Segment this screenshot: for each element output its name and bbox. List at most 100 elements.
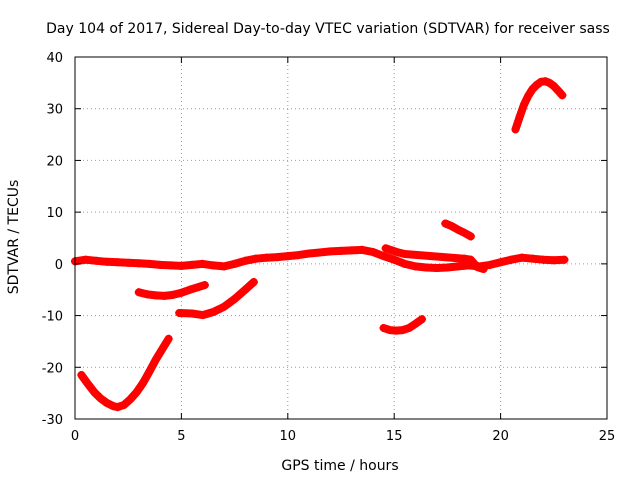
data-point xyxy=(126,395,135,404)
data-point xyxy=(417,315,426,324)
data-point xyxy=(554,86,563,95)
data-point xyxy=(145,367,154,376)
data-point xyxy=(390,255,399,264)
x-tick-label: 0 xyxy=(71,429,79,444)
data-point xyxy=(460,254,469,263)
data-point xyxy=(168,290,177,299)
data-point xyxy=(532,80,541,89)
data-point xyxy=(251,254,260,263)
data-point xyxy=(151,355,160,364)
data-point xyxy=(283,252,292,261)
data-point xyxy=(454,225,463,234)
data-point xyxy=(524,91,533,100)
data-point xyxy=(528,254,537,263)
data-point xyxy=(517,253,526,262)
data-point xyxy=(405,323,414,332)
data-point xyxy=(549,81,558,90)
data-marks xyxy=(71,77,569,412)
x-axis-label: GPS time / hours xyxy=(281,458,398,474)
series-arc-near-minus6 xyxy=(134,281,209,300)
data-point xyxy=(520,100,529,109)
data-point xyxy=(368,247,377,256)
data-point xyxy=(241,285,250,294)
data-point xyxy=(460,228,469,237)
data-point xyxy=(113,258,122,267)
x-tick-label: 10 xyxy=(280,429,297,444)
data-point xyxy=(219,262,228,271)
y-axis-label: SDTVAR / TECUs xyxy=(6,180,22,295)
data-point xyxy=(454,262,463,271)
x-tick-label: 25 xyxy=(599,429,616,444)
data-point xyxy=(198,259,207,268)
data-point xyxy=(81,255,90,264)
data-point xyxy=(102,257,111,266)
data-point xyxy=(132,388,141,397)
data-point xyxy=(134,259,143,268)
data-point xyxy=(549,256,558,265)
axis-ticks: 0 5 10 15 20 25 -30 -20 -10 0 10 20 30 40 xyxy=(42,51,616,444)
data-point xyxy=(400,259,409,268)
data-point xyxy=(422,263,431,272)
data-point xyxy=(441,219,450,228)
data-point xyxy=(305,249,314,258)
data-point xyxy=(230,295,239,304)
data-point xyxy=(77,371,86,380)
data-point xyxy=(400,250,409,259)
data-point xyxy=(188,260,197,269)
data-point xyxy=(539,255,548,264)
data-point xyxy=(273,253,282,262)
data-point xyxy=(411,319,420,328)
series-arc-near-minus10 xyxy=(175,277,258,320)
data-point xyxy=(466,232,475,241)
data-point xyxy=(198,311,207,320)
data-point xyxy=(230,259,239,268)
data-point xyxy=(315,248,324,257)
y-tick-label: 0 xyxy=(55,258,63,273)
data-point xyxy=(90,388,99,397)
data-point xyxy=(432,263,441,272)
data-point xyxy=(83,379,92,388)
data-point xyxy=(479,265,488,274)
data-point xyxy=(200,281,209,290)
data-point xyxy=(511,125,520,134)
data-point xyxy=(158,345,167,354)
data-point xyxy=(507,255,516,264)
data-point xyxy=(411,262,420,271)
data-point xyxy=(241,256,250,265)
chart-title: Day 104 of 2017, Sidereal Day-to-day VTE… xyxy=(46,21,610,37)
data-point xyxy=(209,261,218,270)
series-arc-near-plus6 xyxy=(441,219,475,241)
data-point xyxy=(379,323,388,332)
data-point xyxy=(388,246,397,255)
data-point xyxy=(124,258,133,267)
data-point xyxy=(102,398,111,407)
data-point xyxy=(379,252,388,261)
data-point xyxy=(326,247,335,256)
data-point xyxy=(485,260,494,269)
data-point xyxy=(177,288,186,297)
data-point xyxy=(164,334,173,343)
data-point xyxy=(134,288,143,297)
data-point xyxy=(394,248,403,257)
data-point xyxy=(496,258,505,267)
data-point xyxy=(92,256,101,265)
data-point xyxy=(381,244,390,253)
data-point xyxy=(209,307,218,316)
data-point xyxy=(119,401,128,410)
data-point xyxy=(139,378,148,387)
data-point xyxy=(175,308,184,317)
data-point xyxy=(294,251,303,260)
data-point xyxy=(166,261,175,270)
y-tick-label: -10 xyxy=(42,310,63,325)
data-point xyxy=(443,263,452,272)
data-point xyxy=(113,403,122,412)
data-point xyxy=(249,277,258,286)
series-arc-near-minus12 xyxy=(379,315,426,335)
y-tick-label: -30 xyxy=(42,413,63,428)
data-point xyxy=(466,255,475,264)
data-point xyxy=(560,255,569,264)
data-point xyxy=(185,285,194,294)
data-point xyxy=(358,245,367,254)
